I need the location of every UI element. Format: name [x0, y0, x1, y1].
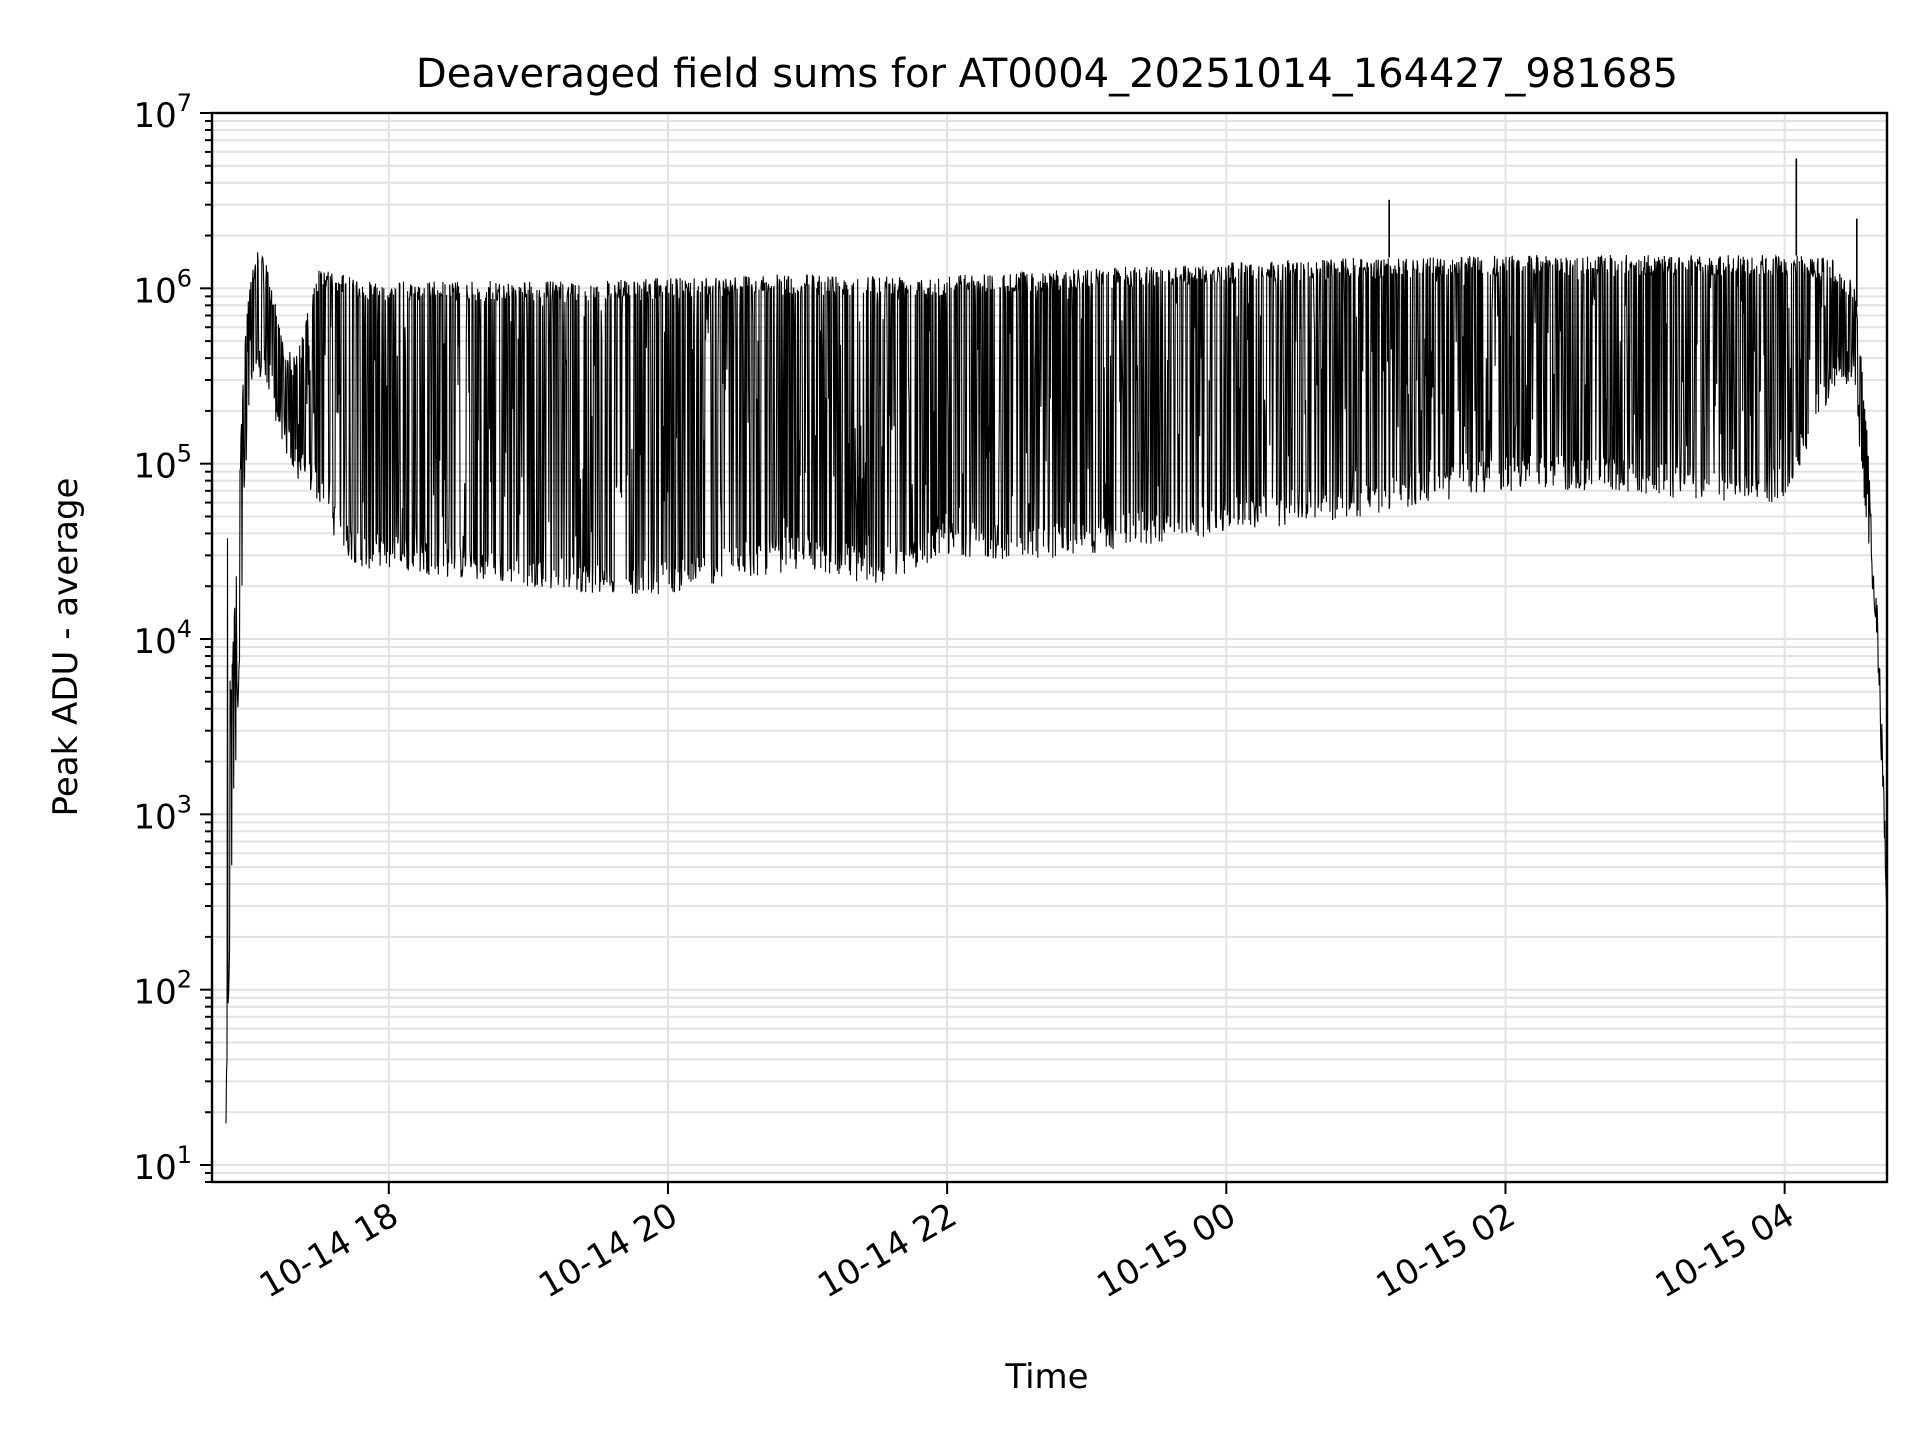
- x-axis-label: Time: [1004, 1357, 1088, 1397]
- series-line-group: [225, 158, 1888, 1124]
- y-tick-label: 106: [133, 264, 192, 311]
- x-tick-label: 10-14 18: [253, 1195, 405, 1306]
- x-tick-label: 10-15 00: [1090, 1195, 1242, 1306]
- y-tick-label: 102: [133, 966, 192, 1013]
- x-tick-label: 10-14 22: [811, 1195, 963, 1306]
- y-axis-label: Peak ADU - average: [46, 478, 86, 817]
- y-tick-label: 103: [133, 790, 192, 837]
- y-tick-label: 107: [133, 89, 192, 136]
- x-axis: 10-14 18 10-14 20 10-14 22 10-15 00 10-15 02…: [253, 1182, 1801, 1306]
- x-tick-label: 10-15 02: [1370, 1195, 1522, 1306]
- y-tick-label: 101: [133, 1141, 192, 1188]
- chart-title: Deaveraged field sums for AT0004_2025101…: [416, 51, 1678, 97]
- y-axis: 101 102 103 104 105 106 107: [133, 89, 212, 1188]
- series-line: [225, 252, 1888, 1124]
- y-tick-label: 104: [133, 615, 192, 662]
- y-tick-label: 105: [133, 440, 192, 487]
- x-tick-label: 10-14 20: [532, 1195, 684, 1306]
- x-tick-label: 10-15 04: [1649, 1195, 1801, 1306]
